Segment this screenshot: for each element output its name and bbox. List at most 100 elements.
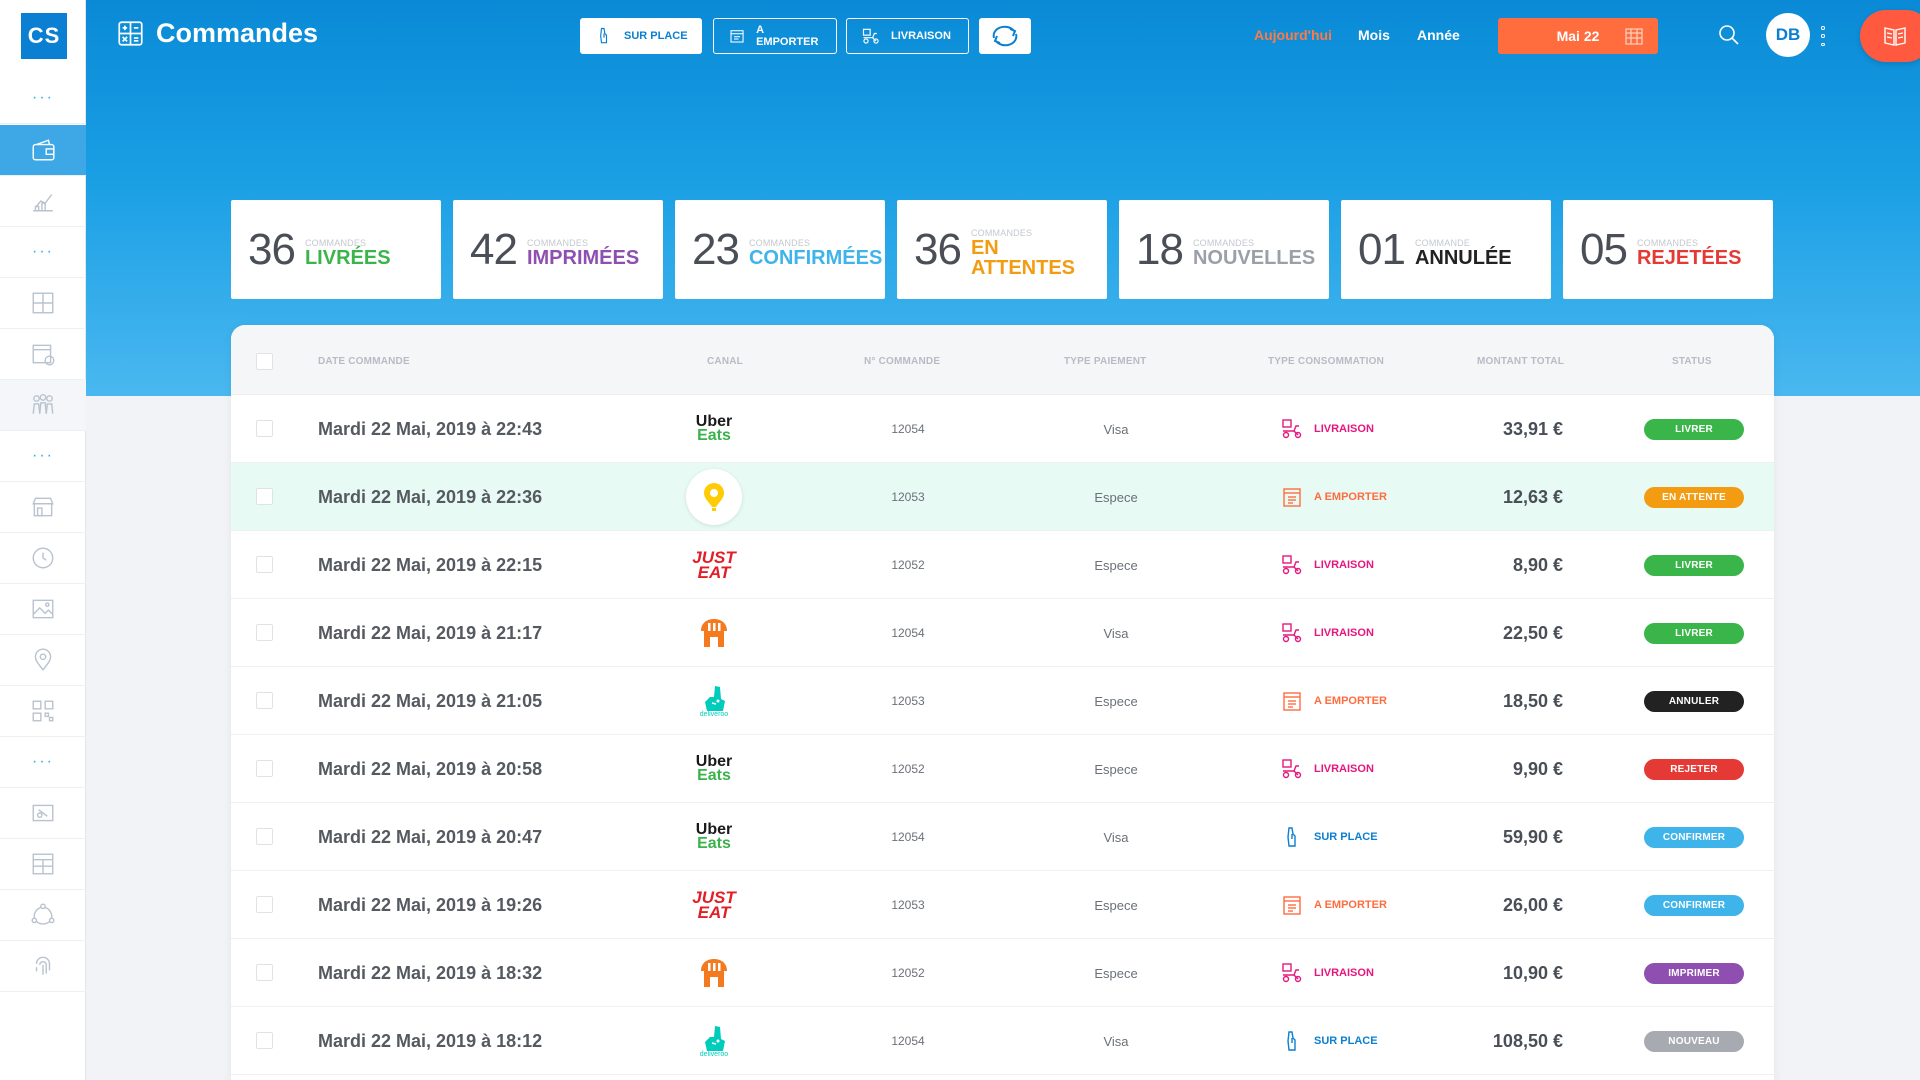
sidebar-item-location[interactable] bbox=[0, 635, 86, 686]
stat-card[interactable]: 42 COMMANDES IMPRIMÉES bbox=[453, 200, 663, 299]
row-checkbox[interactable] bbox=[256, 488, 273, 505]
sidebar-item-ticket[interactable] bbox=[0, 788, 86, 839]
stat-label-small: COMMANDES bbox=[748, 237, 811, 248]
mode-livraison-button[interactable]: LIVRAISON bbox=[846, 18, 969, 54]
sidebar-item-shop[interactable] bbox=[0, 482, 86, 533]
consumption-label: LIVRAISON bbox=[1314, 559, 1374, 571]
stat-card[interactable]: 18 COMMANDES NOUVELLES bbox=[1119, 200, 1329, 299]
delivery-scooter-icon bbox=[1282, 759, 1302, 779]
layout-icon bbox=[32, 853, 54, 875]
sidebar-item-team[interactable] bbox=[0, 380, 86, 431]
table-row[interactable]: Mardi 22 Mai, 2019 à 20:47 Uber Eats 12054 V… bbox=[231, 803, 1774, 871]
sidebar-item-qr[interactable] bbox=[0, 686, 86, 737]
consumption-type: LIVRAISON bbox=[1280, 735, 1374, 803]
order-status: REJETER bbox=[1644, 735, 1744, 803]
sidebar-divider-dots: ··· bbox=[0, 227, 86, 278]
refresh-button[interactable] bbox=[979, 18, 1031, 54]
consumption-label: SUR PLACE bbox=[1314, 831, 1378, 843]
payment-type: Visa bbox=[1103, 829, 1129, 845]
stat-label-big: LIVRÉES bbox=[304, 246, 391, 269]
mode-a-emporter-button[interactable]: A EMPORTER bbox=[713, 18, 837, 54]
table-row[interactable]: Mardi 22 Mai, 2019 à 22:15 JUST EAT 12052 Es… bbox=[231, 531, 1774, 599]
row-checkbox[interactable] bbox=[256, 1032, 273, 1049]
stat-card[interactable]: 05 COMMANDES REJETÉES bbox=[1563, 200, 1773, 299]
order-status: CONFIRMER bbox=[1644, 803, 1744, 871]
stat-label-small: COMMANDES bbox=[1192, 237, 1255, 248]
sidebar-item-wallet[interactable] bbox=[0, 125, 86, 176]
app-logo[interactable]: CS bbox=[21, 13, 67, 59]
table-row[interactable]: Mardi 22 Mai, 2019 à 21:05 deliveroo 12053… bbox=[231, 667, 1774, 735]
more-menu-icon[interactable] bbox=[1820, 26, 1826, 46]
wallet-icon bbox=[32, 139, 55, 161]
status-badge[interactable]: LIVRER bbox=[1644, 622, 1744, 644]
table-row[interactable]: Mardi 22 Mai, 2019 à 21:17 12054 Visa LIVRA… bbox=[231, 599, 1774, 667]
row-checkbox[interactable] bbox=[256, 556, 273, 573]
order-amount: 12,63 € bbox=[1502, 486, 1563, 507]
shop-icon bbox=[32, 497, 54, 517]
consumption-type: A EMPORTER bbox=[1280, 667, 1387, 735]
refresh-icon bbox=[992, 25, 1018, 47]
order-date: Mardi 22 Mai, 2019 à 20:47 bbox=[318, 826, 543, 847]
select-all-checkbox[interactable] bbox=[256, 353, 273, 370]
status-badge[interactable]: REJETER bbox=[1644, 758, 1744, 780]
status-badge[interactable]: NOUVEAU bbox=[1644, 1030, 1744, 1052]
status-badge[interactable]: CONFIRMER bbox=[1644, 826, 1744, 848]
status-badge[interactable]: LIVRER bbox=[1644, 554, 1744, 576]
stat-label-big: CONFIRMÉES bbox=[748, 246, 883, 269]
header-canal: CANAL bbox=[707, 356, 743, 367]
sidebar-item-clock[interactable] bbox=[0, 533, 86, 584]
date-picker-button[interactable]: Mai 22 bbox=[1498, 18, 1658, 54]
period-today[interactable]: Aujourd'hui bbox=[1254, 27, 1332, 43]
delivery-scooter-icon bbox=[1282, 623, 1302, 643]
status-badge[interactable]: LIVRER bbox=[1644, 418, 1744, 440]
order-number: 12054 bbox=[891, 422, 925, 436]
stat-label: COMMANDES EN ATTENTES bbox=[971, 228, 1107, 278]
search-icon[interactable] bbox=[1718, 24, 1740, 46]
sidebar-item-calculator[interactable] bbox=[0, 278, 86, 329]
row-checkbox[interactable] bbox=[256, 828, 273, 845]
sidebar-item-image[interactable] bbox=[0, 584, 86, 635]
order-date: Mardi 22 Mai, 2019 à 19:26 bbox=[318, 894, 543, 915]
sidebar-item-layout[interactable] bbox=[0, 839, 86, 890]
menu-book-button[interactable] bbox=[1860, 10, 1920, 62]
status-badge[interactable]: ANNULER bbox=[1644, 690, 1744, 712]
stat-card[interactable]: 23 COMMANDES CONFIRMÉES bbox=[675, 200, 885, 299]
foodora-logo-icon bbox=[701, 619, 727, 647]
row-checkbox[interactable] bbox=[256, 420, 273, 437]
stat-card[interactable]: 01 COMMANDE ANNULÉE bbox=[1341, 200, 1551, 299]
sidebar-item-fingerprint[interactable] bbox=[0, 941, 86, 992]
period-year[interactable]: Année bbox=[1417, 27, 1460, 43]
table-row[interactable]: Mardi 22 Mai, 2019 à 18:32 12052 Espece LIV… bbox=[231, 939, 1774, 1007]
stat-card[interactable]: 36 COMMANDES EN ATTENTES bbox=[897, 200, 1107, 299]
table-row[interactable]: Mardi 22 Mai, 2019 à 22:43 Uber Eats 12054 V… bbox=[231, 395, 1774, 463]
sidebar-item-calendar-clock[interactable] bbox=[0, 329, 86, 380]
payment-type: Espece bbox=[1094, 693, 1138, 709]
row-checkbox[interactable] bbox=[256, 692, 273, 709]
table-row[interactable]: Mardi 22 Mai, 2019 à 19:26 JUST EAT 12053 Es… bbox=[231, 871, 1774, 939]
order-date: Mardi 22 Mai, 2019 à 18:32 bbox=[318, 962, 543, 983]
table-row[interactable]: Mardi 22 Mai, 2019 à 22:36 12053 Espece A E… bbox=[231, 463, 1774, 531]
row-checkbox[interactable] bbox=[256, 964, 273, 981]
stat-label-big: EN ATTENTES bbox=[970, 236, 1076, 279]
stat-label-small: COMMANDES bbox=[970, 227, 1033, 238]
status-badge[interactable]: IMPRIMER bbox=[1644, 962, 1744, 984]
row-checkbox[interactable] bbox=[256, 760, 273, 777]
row-checkbox[interactable] bbox=[256, 624, 273, 641]
table-row[interactable]: Mardi 22 Mai, 2019 à 18:12 deliveroo 12054… bbox=[231, 1007, 1774, 1075]
sidebar-item-share[interactable] bbox=[0, 890, 86, 941]
table-row[interactable]: Mardi 22 Mai, 2019 à 20:58 Uber Eats 12052 E… bbox=[231, 735, 1774, 803]
mode-sur-place-button[interactable]: SUR PLACE bbox=[580, 18, 702, 54]
header-num: N° COMMANDE bbox=[864, 356, 941, 367]
order-status: LIVRER bbox=[1644, 395, 1744, 463]
avatar[interactable]: DB bbox=[1766, 13, 1810, 57]
sidebar-item-chart[interactable] bbox=[0, 176, 86, 227]
orders-table: DATE COMMANDE CANAL N° COMMANDE TYPE PAI… bbox=[231, 325, 1774, 1080]
order-status: EN ATTENTE bbox=[1644, 463, 1744, 531]
stat-label: COMMANDES REJETÉES bbox=[1637, 238, 1741, 268]
stat-card[interactable]: 36 COMMANDES LIVRÉES bbox=[231, 200, 441, 299]
row-checkbox[interactable] bbox=[256, 896, 273, 913]
status-badge[interactable]: EN ATTENTE bbox=[1644, 486, 1744, 508]
stat-label-small: COMMANDES bbox=[526, 237, 589, 248]
status-badge[interactable]: CONFIRMER bbox=[1644, 894, 1744, 916]
period-month[interactable]: Mois bbox=[1358, 27, 1390, 43]
